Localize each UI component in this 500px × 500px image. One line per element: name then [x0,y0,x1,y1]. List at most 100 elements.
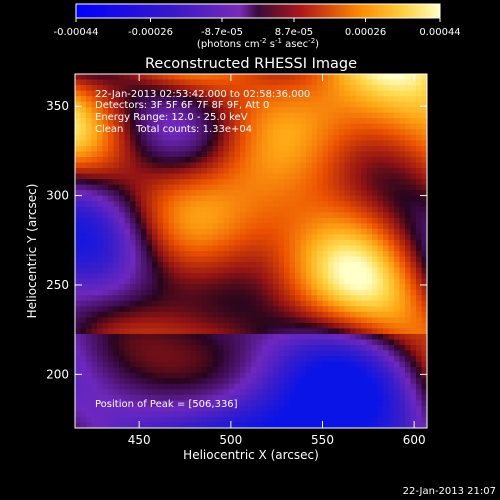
heatmap-cell [256,333,263,341]
heatmap-cell [234,284,241,291]
heatmap-cell [421,262,427,269]
heatmap-cell [185,118,192,125]
heatmap-cell [201,306,208,313]
heatmap-cell [113,400,120,407]
heatmap-cell [119,156,126,164]
heatmap-cell [245,251,252,258]
heatmap-cell [207,405,214,413]
heatmap-cell [344,123,351,130]
heatmap-cell [405,273,412,280]
heatmap-cell [102,123,109,130]
heatmap-cell [333,206,340,213]
heatmap-cell [350,416,357,424]
heatmap-cell [328,140,335,147]
heatmap-cell [361,201,368,208]
heatmap-cell [405,322,412,330]
heatmap-cell [179,129,186,136]
heatmap-cell [229,339,236,346]
heatmap-cell [383,79,390,86]
heatmap-cell [350,206,357,213]
heatmap-cell [108,101,115,108]
heatmap-cell [372,389,379,396]
heatmap-cell [234,383,241,390]
heatmap-cell [377,206,384,213]
heatmap-cell [405,79,412,86]
heatmap-cell [339,90,346,97]
heatmap-cell [75,212,82,219]
heatmap-cell [267,173,274,180]
heatmap-cell [130,256,137,263]
heatmap-cell [388,389,395,396]
heatmap-cell [196,278,203,285]
heatmap-cell [267,90,274,97]
heatmap-cell [311,311,318,318]
heatmap-cell [317,118,324,125]
heatmap-cell [278,251,285,258]
heatmap-cell [119,140,126,147]
heatmap-cell [278,140,285,147]
heatmap-cell [91,367,98,374]
heatmap-cell [218,422,225,428]
heatmap-cell [185,134,192,141]
heatmap-cell [80,195,87,202]
heatmap-cell [267,212,274,219]
heatmap-cell [273,400,280,407]
heatmap-cell [86,361,93,368]
heatmap-cell [262,273,269,280]
heatmap-cell [289,295,296,302]
heatmap-cell [234,201,241,208]
heatmap-cell [179,101,186,108]
heatmap-cell [245,405,252,413]
heatmap-cell [278,184,285,191]
heatmap-cell [174,101,181,108]
heatmap-cell [75,372,82,379]
heatmap-cell [196,79,203,86]
heatmap-cell [119,289,126,296]
heatmap-cell [135,228,142,236]
heatmap-cell [91,284,98,291]
heatmap-cell [124,184,131,191]
heatmap-cell [410,112,417,119]
heatmap-cell [377,383,384,390]
heatmap-cell [124,284,131,291]
heatmap-cell [328,339,335,346]
heatmap-cell [361,333,368,341]
heatmap-cell [262,356,269,363]
heatmap-cell [141,317,148,324]
heatmap-cell [333,179,340,186]
heatmap-cell [185,217,192,224]
heatmap-cell [383,184,390,191]
heatmap-cell [75,383,82,390]
heatmap-cell [196,416,203,424]
heatmap-cell [267,79,274,86]
heatmap-cell [130,411,137,418]
heatmap-cell [240,317,247,324]
heatmap-cell [278,422,285,428]
heatmap-cell [377,256,384,263]
heatmap-cell [372,223,379,230]
heatmap-cell [262,112,269,119]
heatmap-cell [108,184,115,191]
heatmap-cell [196,251,203,258]
heatmap-cell [152,206,159,213]
heatmap-cell [267,156,274,164]
heatmap-cell [317,289,324,296]
heatmap-cell [350,289,357,296]
heatmap-cell [108,378,115,385]
heatmap-cell [80,173,87,180]
heatmap-cell [289,234,296,241]
heatmap-cell [256,311,263,318]
heatmap-cell [168,90,175,97]
heatmap-cell [190,217,197,224]
heatmap-cell [317,295,324,302]
heatmap-cell [207,96,214,103]
heatmap-cell [405,306,412,313]
heatmap-cell [185,356,192,363]
heatmap-cell [333,156,340,164]
heatmap-cell [223,345,230,352]
heatmap-cell [223,101,230,108]
heatmap-cell [388,223,395,230]
heatmap-cell [207,228,214,236]
heatmap-cell [152,212,159,219]
heatmap-cell [207,90,214,97]
